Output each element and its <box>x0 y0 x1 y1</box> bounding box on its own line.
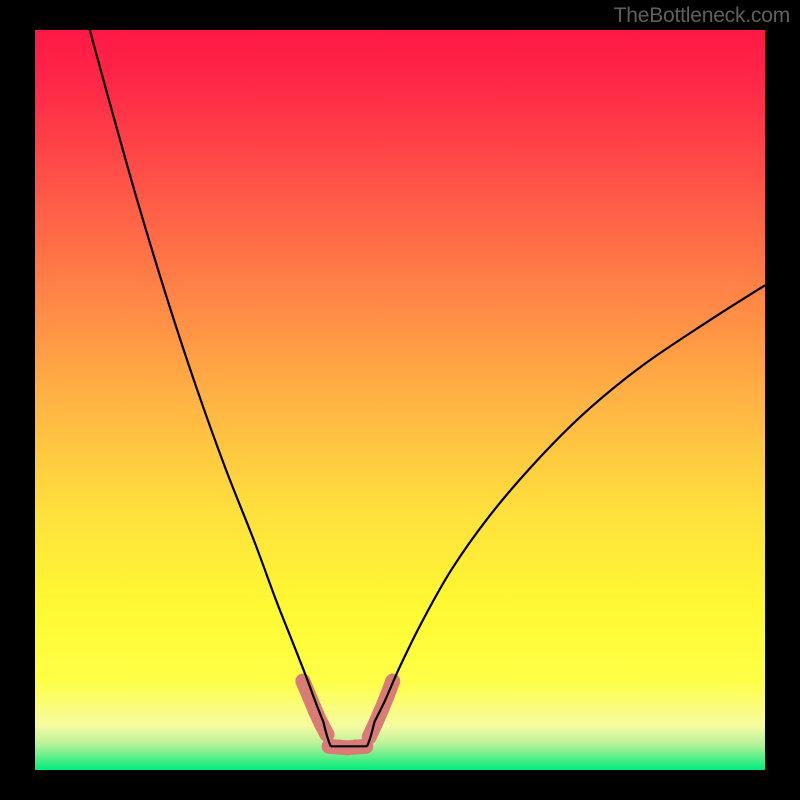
watermark-text: TheBottleneck.com <box>614 4 790 28</box>
plot-area <box>35 30 765 770</box>
chart-container: TheBottleneck.com <box>0 0 800 800</box>
chart-svg <box>0 0 800 800</box>
plot-background <box>35 30 765 770</box>
